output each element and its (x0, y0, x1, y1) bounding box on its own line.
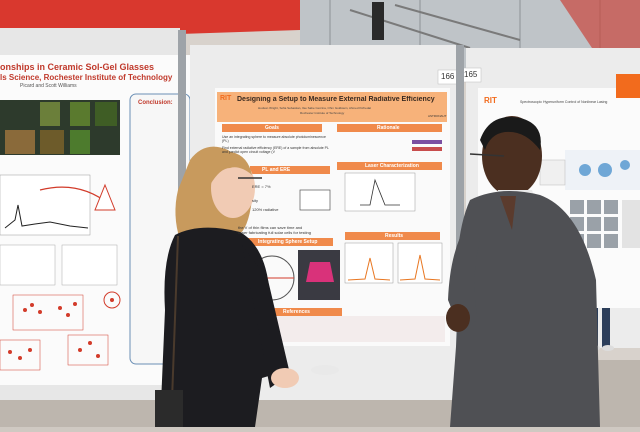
center-section-goals: Goals (265, 125, 279, 131)
right-poster-logo: RIT (484, 96, 497, 105)
center-poster-logo-right: ASTRONAUT (428, 114, 447, 118)
center-results-caption-a: the V (238, 225, 248, 230)
right-poster-title: Spectroscopic Hyperuniform Control of No… (520, 100, 608, 104)
center-poster-affiliation: Rochester Institute of Technology (300, 111, 345, 115)
center-section-results: Results (385, 233, 404, 239)
man-figure (446, 116, 600, 427)
center-results-caption: the V of thin films can save time and lo… (238, 225, 338, 235)
center-goal-bullet-4: sity (252, 198, 258, 203)
center-section-integrating: Integrating Sphere Setup (258, 239, 318, 245)
center-section-references: References (283, 309, 310, 315)
center-section-plqy: PL and ERE (262, 167, 291, 173)
center-note: 120% radiative (252, 207, 279, 212)
center-section-rationale: Rationale (377, 125, 400, 131)
woman-figure (155, 146, 299, 427)
left-poster-title-3: Picard and Scott Williams (20, 83, 77, 89)
center-results-caption-c: lower fabricating full solar cells for t… (238, 230, 311, 235)
center-poster-authors: Hudson Wright, Sofia Sebastian, Ilse Sab… (258, 106, 372, 110)
center-poster-logo: RIT (220, 95, 232, 102)
left-poster-title-1: onships in Ceramic Sol-Gel Glasses (0, 62, 155, 72)
left-poster-conclusion-heading: Conclusion: (138, 100, 173, 106)
center-goal-bullet-2: Find external radiative efficiency (ERE)… (222, 146, 329, 154)
center-poster-title: Designing a Setup to Measure External Ra… (237, 96, 435, 103)
center-section-laser: Laser Characterization (365, 163, 419, 169)
center-goal-bullet-3: ERE = 7% (252, 184, 271, 189)
left-poster-title-2: ls Science, Rochester Institute of Techn… (0, 73, 173, 82)
right-poster-number: 165 (464, 70, 478, 79)
center-goal-bullet-1: Use an integrating sphere to measure abs… (222, 135, 326, 143)
center-poster-number: 166 (441, 72, 455, 81)
center-results-caption-b: of thin films can save time and (247, 225, 303, 230)
